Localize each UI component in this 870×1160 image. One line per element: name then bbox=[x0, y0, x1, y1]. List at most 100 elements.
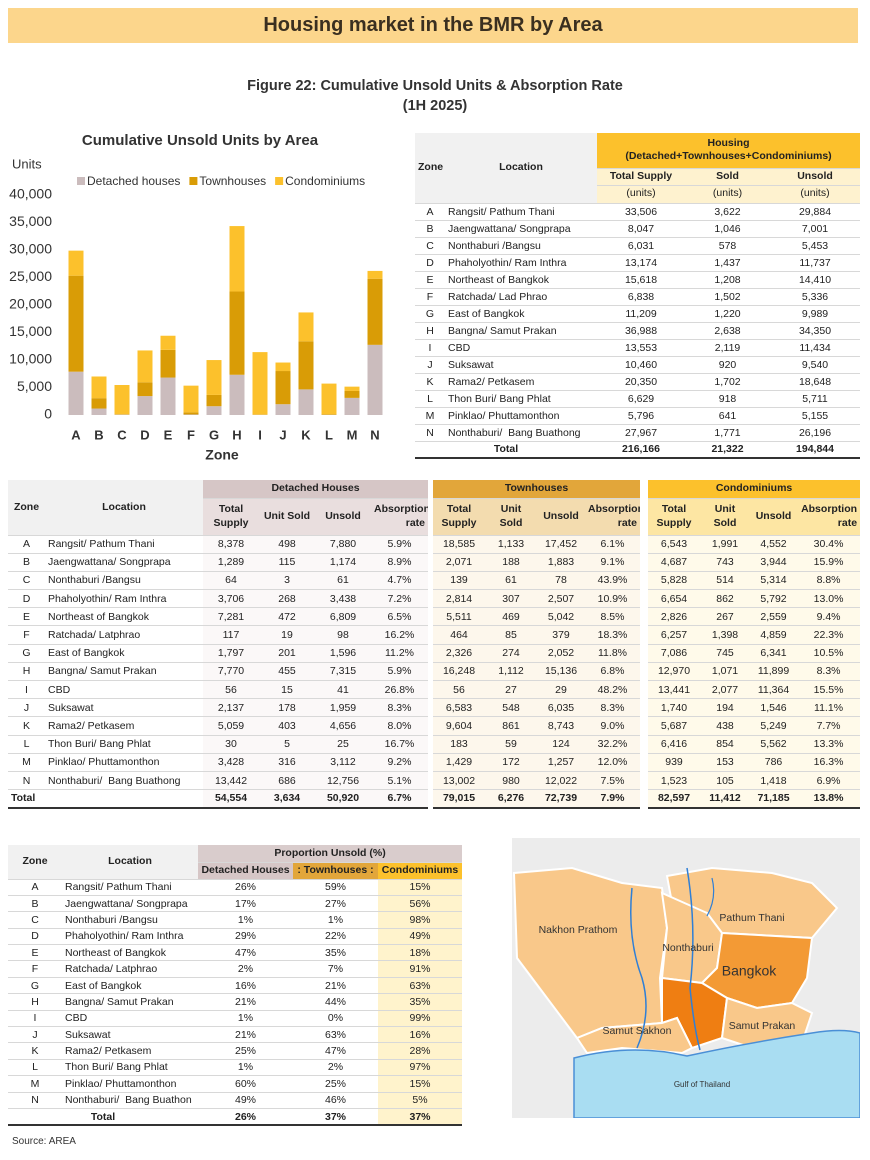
cell: N bbox=[8, 771, 45, 791]
x-tick-label: K bbox=[301, 427, 311, 442]
cell: 2% bbox=[293, 1059, 378, 1077]
cell: 28% bbox=[378, 1042, 463, 1060]
cell: 13.3% bbox=[797, 735, 861, 754]
cell: 274 bbox=[485, 644, 537, 663]
cell: 17% bbox=[198, 895, 293, 913]
header-cell: Total Supply bbox=[203, 498, 259, 536]
cell bbox=[640, 553, 649, 572]
cell: 7,880 bbox=[315, 535, 371, 554]
header-group: Housing (Detached+Townhouses+Condominiums… bbox=[597, 133, 861, 169]
cell: 11,412 bbox=[700, 789, 751, 809]
cell: 30 bbox=[203, 735, 259, 754]
source: Source: AREA bbox=[12, 1136, 76, 1147]
cell: Rangsit/ Pathum Thani bbox=[62, 879, 198, 896]
cell: 379 bbox=[537, 625, 585, 645]
cell: Jaengwattana/ Songprapa bbox=[445, 220, 597, 238]
gap bbox=[428, 480, 433, 498]
river bbox=[686, 867, 701, 1051]
bar-segment bbox=[68, 275, 84, 372]
cell: 5,828 bbox=[648, 571, 701, 591]
bar-segment bbox=[298, 389, 314, 415]
table-row: I CBD 1% 0% 99% bbox=[8, 1010, 463, 1028]
cell: 6,257 bbox=[648, 625, 701, 645]
cell: 8.5% bbox=[585, 607, 641, 627]
cell bbox=[428, 589, 433, 608]
cell: Total bbox=[8, 789, 203, 809]
table-row: M Pinklao/ Phuttamonthon 60% 25% 15% bbox=[8, 1075, 463, 1093]
cell: 2,326 bbox=[433, 644, 485, 663]
header-cell: (units) bbox=[685, 185, 770, 204]
cell: 41 bbox=[315, 680, 371, 700]
cell: 6,341 bbox=[750, 644, 798, 663]
cell: C bbox=[8, 911, 62, 929]
cell: 27,967 bbox=[597, 424, 685, 442]
cell: 59% bbox=[293, 879, 378, 896]
table-row: L Thon Buri/ Bang Phlat 6,629 918 5,711 bbox=[415, 390, 861, 408]
type-table: Zone Location Detached Houses Townhouses … bbox=[8, 480, 861, 809]
cell: 4,552 bbox=[750, 535, 798, 554]
legend-label: Condominiums bbox=[285, 174, 365, 188]
cell: 861 bbox=[485, 716, 537, 736]
cell: 7,770 bbox=[203, 662, 259, 682]
cell: 29% bbox=[198, 928, 293, 946]
gap bbox=[428, 498, 433, 535]
header-cell: Condominiums bbox=[378, 862, 463, 880]
cell: 5.1% bbox=[371, 771, 428, 791]
table-row: H Bangna/ Samut Prakan 36,988 2,638 34,350 bbox=[415, 322, 861, 340]
cell: M bbox=[8, 753, 45, 772]
cell: 15.9% bbox=[797, 553, 861, 572]
cell: G bbox=[8, 644, 45, 663]
cell: 49% bbox=[378, 928, 463, 946]
cell: 21% bbox=[293, 977, 378, 995]
cell: 11.1% bbox=[797, 698, 861, 718]
table-row: D Phaholyothin/ Ram Inthra 29% 22% 49% bbox=[8, 928, 463, 946]
cell: 1,398 bbox=[700, 625, 751, 645]
cell bbox=[428, 553, 433, 572]
bar-segment bbox=[68, 250, 84, 276]
cell: Thon Buri/ Bang Phlat bbox=[62, 1059, 198, 1077]
table-row: E Northeast of Bangkok 7,281 472 6,809 6.5% 5,… bbox=[8, 607, 861, 627]
cell: 548 bbox=[485, 698, 537, 718]
cell: 2,826 bbox=[648, 607, 701, 627]
map-label: Pathum Thani bbox=[719, 912, 784, 924]
cell: 11.2% bbox=[371, 644, 428, 663]
cell: H bbox=[8, 993, 62, 1011]
cell: 105 bbox=[700, 771, 751, 791]
cell: 44% bbox=[293, 993, 378, 1011]
cell: 18,585 bbox=[433, 535, 485, 554]
cell bbox=[428, 607, 433, 626]
cell: 2,052 bbox=[537, 644, 585, 663]
cell: 61 bbox=[485, 571, 537, 591]
cell: 9,540 bbox=[770, 356, 861, 374]
cell: Nonthaburi/ Bang Buathong bbox=[445, 424, 597, 442]
cell: 26,196 bbox=[770, 424, 861, 442]
table-row: D Phaholyothin/ Ram Inthra 3,706 268 3,438 7.… bbox=[8, 589, 861, 609]
cell: 786 bbox=[750, 753, 798, 772]
header-cell: Zone bbox=[8, 480, 45, 536]
bar-segment bbox=[137, 382, 153, 397]
cell: 5,711 bbox=[770, 390, 861, 408]
cell bbox=[428, 771, 433, 790]
cell: 16,248 bbox=[433, 662, 485, 682]
x-tick-label: D bbox=[140, 427, 149, 442]
header-cell: Location bbox=[445, 133, 597, 204]
cell: J bbox=[415, 356, 445, 374]
cell: 1,523 bbox=[648, 771, 701, 791]
table-row: B Jaengwattana/ Songprapa 1,289 115 1,174 8.9… bbox=[8, 553, 861, 572]
y-tick-label: 15,000 bbox=[9, 323, 52, 339]
cell: J bbox=[8, 1026, 62, 1044]
cell: 267 bbox=[700, 607, 751, 627]
cell: 920 bbox=[685, 356, 770, 374]
cell: 6,543 bbox=[648, 535, 701, 554]
map-label: Samut Sakhon bbox=[603, 1025, 672, 1037]
cell: 9,604 bbox=[433, 716, 485, 736]
cell: 21% bbox=[198, 1026, 293, 1044]
bar-segment bbox=[321, 383, 337, 415]
cell: 47% bbox=[198, 944, 293, 962]
header-cell: Unsold bbox=[750, 498, 798, 536]
table-row: I CBD 56 15 41 26.8% 56 27 29 48.2% 13,441 2,077 11,… bbox=[8, 680, 861, 700]
cell: 1,257 bbox=[537, 753, 585, 772]
cell: 10,460 bbox=[597, 356, 685, 374]
table-row: F Ratchada/ Latphrao 2% 7% 91% bbox=[8, 960, 463, 978]
